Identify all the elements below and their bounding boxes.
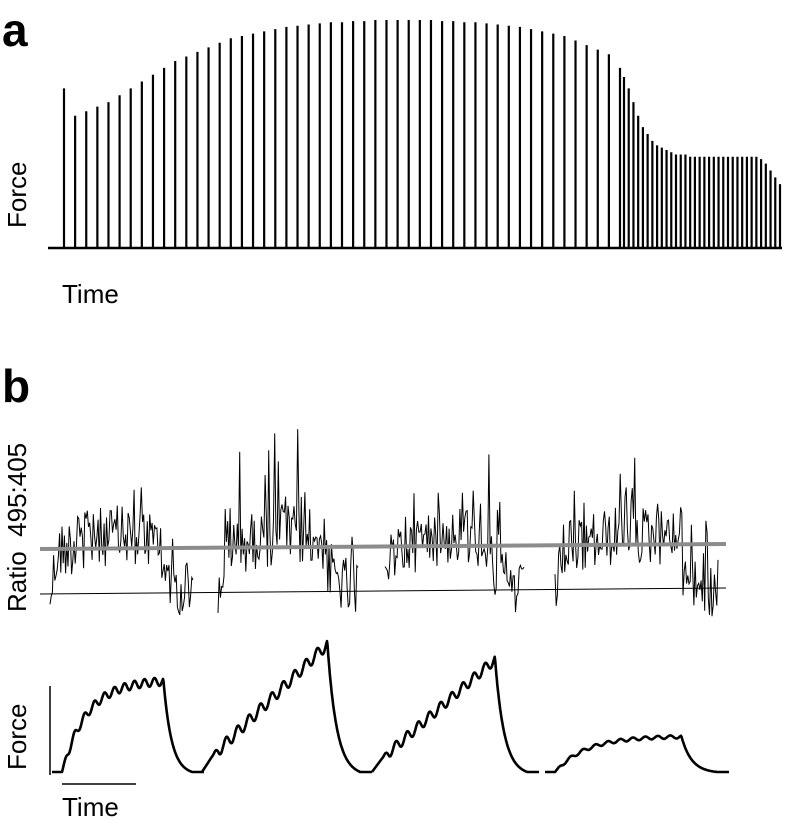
ratio-trace-2 — [217, 429, 359, 613]
ratio-trace-1 — [49, 487, 194, 615]
ratio-threshold-line — [39, 542, 727, 551]
panel-a-xlabel: Time — [62, 279, 119, 309]
panel-a-ylabel: Force — [2, 162, 32, 228]
panel-b-force-traces — [52, 639, 729, 774]
ratio-baseline — [39, 587, 727, 595]
panel-b-force-label: Force — [2, 704, 32, 770]
force-trace-1 — [52, 676, 205, 774]
panel-label-a: a — [2, 4, 28, 56]
panel-b-ratio-traces — [39, 429, 727, 617]
panel-b-time-label: Time — [62, 792, 119, 820]
ratio-trace-3 — [384, 454, 525, 613]
force-trace-2 — [200, 639, 373, 774]
force-trace-3 — [370, 655, 540, 774]
panel-label-b: b — [2, 360, 30, 412]
panel-a-force-trace — [48, 20, 782, 250]
panel-b-ratio-label: Ratio 495:405 — [2, 443, 32, 612]
force-trace-4 — [545, 734, 729, 774]
ratio-trace-4 — [554, 457, 719, 617]
